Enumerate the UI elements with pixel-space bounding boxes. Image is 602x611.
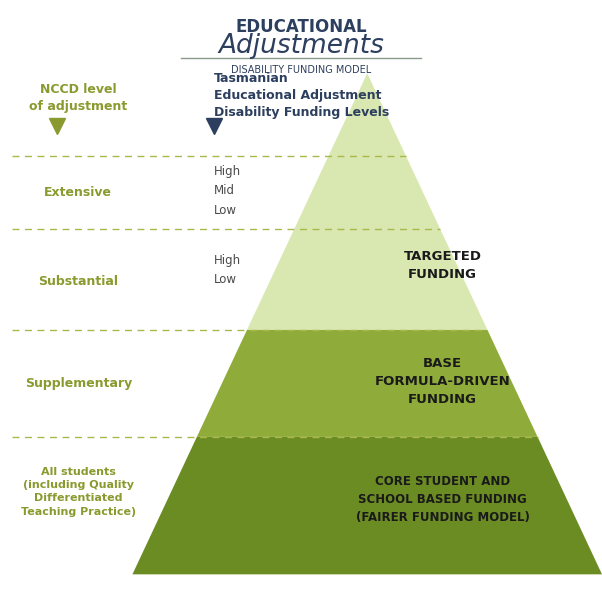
Text: Tasmanian
Educational Adjustment
Disability Funding Levels: Tasmanian Educational Adjustment Disabil… (214, 73, 389, 119)
Polygon shape (197, 330, 538, 437)
Text: CORE STUDENT AND
SCHOOL BASED FUNDING
(FAIRER FUNDING MODEL): CORE STUDENT AND SCHOOL BASED FUNDING (F… (356, 475, 529, 524)
Text: Low: Low (214, 203, 237, 217)
Text: Mid: Mid (214, 184, 235, 197)
Text: Substantial: Substantial (39, 274, 118, 288)
Text: High: High (214, 164, 241, 178)
Text: Supplementary: Supplementary (25, 377, 132, 390)
Text: Low: Low (214, 273, 237, 287)
Polygon shape (247, 73, 488, 330)
Text: NCCD level
of adjustment: NCCD level of adjustment (29, 82, 128, 113)
Text: EDUCATIONAL: EDUCATIONAL (235, 18, 367, 37)
Text: Adjustments: Adjustments (218, 33, 384, 59)
Polygon shape (132, 437, 602, 574)
Text: High: High (214, 254, 241, 267)
Text: DISABILITY FUNDING MODEL: DISABILITY FUNDING MODEL (231, 65, 371, 75)
Text: All students
(including Quality
Differentiated
Teaching Practice): All students (including Quality Differen… (20, 467, 136, 517)
Text: TARGETED
FUNDING: TARGETED FUNDING (403, 251, 482, 281)
Text: BASE
FORMULA-DRIVEN
FUNDING: BASE FORMULA-DRIVEN FUNDING (374, 357, 510, 406)
Text: Extensive: Extensive (45, 186, 112, 199)
